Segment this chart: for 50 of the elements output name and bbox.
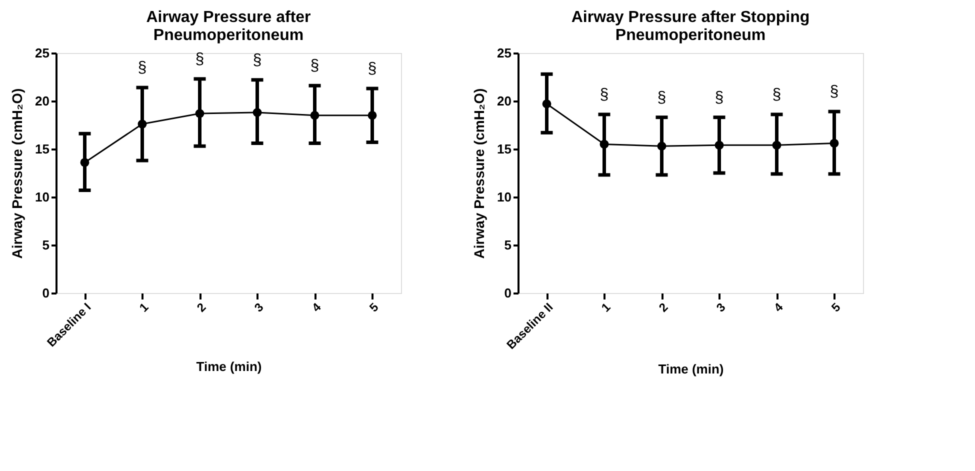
annotation: § bbox=[138, 60, 147, 77]
y-tick-label: 20 bbox=[497, 94, 512, 108]
annotation: § bbox=[772, 86, 782, 104]
point bbox=[138, 120, 147, 129]
annotation: § bbox=[252, 52, 262, 69]
point bbox=[600, 140, 609, 149]
y-tick-label: 10 bbox=[497, 190, 512, 204]
x-tick-label: 3 bbox=[714, 300, 728, 315]
y-tick-label: 25 bbox=[497, 46, 512, 60]
y-tick-label: 0 bbox=[504, 286, 512, 300]
x-axis-title: Time (min) bbox=[196, 358, 262, 374]
annotation: § bbox=[830, 84, 839, 101]
x-tick-label: 4 bbox=[771, 300, 786, 315]
x-tick-label: 4 bbox=[309, 300, 324, 315]
point bbox=[772, 140, 782, 150]
y-tick-label: 20 bbox=[35, 94, 50, 108]
point bbox=[368, 110, 377, 120]
point bbox=[830, 138, 839, 148]
annotation: § bbox=[310, 58, 320, 75]
x-axis-title: Time (min) bbox=[658, 361, 724, 376]
y-tick-label: 0 bbox=[42, 286, 50, 300]
x-tick-label: 5 bbox=[366, 300, 382, 315]
y-tick-label: 15 bbox=[497, 142, 512, 156]
x-tick-label: 3 bbox=[252, 300, 266, 315]
point bbox=[195, 109, 204, 118]
y-tick-label: 10 bbox=[35, 190, 50, 204]
point bbox=[542, 99, 552, 108]
point bbox=[80, 158, 90, 167]
point bbox=[714, 140, 724, 150]
x-tick-label: 2 bbox=[656, 300, 671, 315]
annotation: § bbox=[368, 60, 377, 78]
annotation: § bbox=[657, 89, 666, 106]
point bbox=[252, 108, 262, 117]
y-tick-label: 5 bbox=[504, 238, 512, 252]
y-tick-label: 25 bbox=[35, 46, 50, 60]
point bbox=[657, 142, 666, 151]
point bbox=[310, 110, 320, 120]
y-tick-label: 5 bbox=[42, 238, 50, 252]
y-tick-label: 15 bbox=[35, 142, 50, 156]
x-tick-label: 1 bbox=[598, 300, 614, 315]
chart-title: Airway Pressure after Pneumoperitoneum bbox=[146, 9, 311, 44]
y-axis-title: Airway Pressure (cmH₂O) bbox=[9, 88, 26, 259]
annotation: § bbox=[600, 86, 609, 104]
annotation: § bbox=[195, 50, 204, 68]
x-tick-label: 5 bbox=[828, 300, 844, 315]
y-axis-title: Airway Pressure (cmH₂O) bbox=[471, 88, 488, 259]
annotation: § bbox=[714, 89, 724, 106]
chart-title: Airway Pressure after Stopping Pneumoperitoneum bbox=[571, 9, 810, 44]
x-tick-label: 1 bbox=[136, 300, 152, 315]
x-tick-label: 2 bbox=[194, 300, 209, 315]
